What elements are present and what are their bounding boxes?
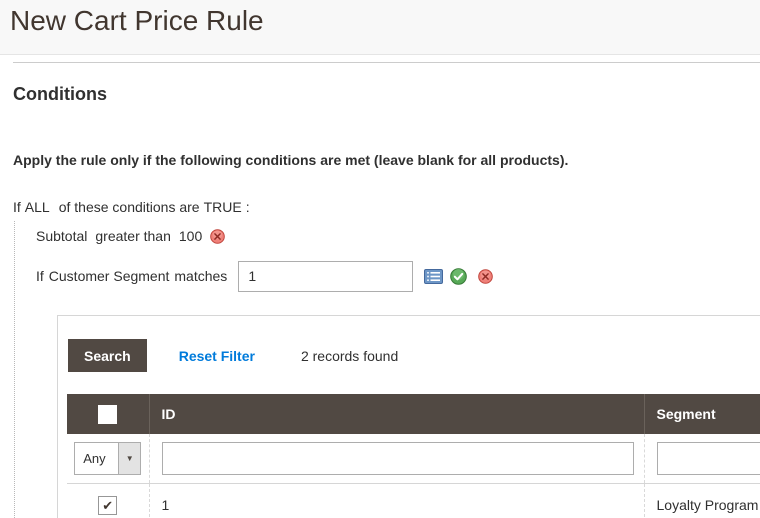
segment-value-input[interactable] xyxy=(238,260,414,292)
page-header-bar: New Cart Price Rule xyxy=(0,0,760,55)
filter-row: Any ▼ xyxy=(67,434,760,484)
condition-row-subtotal: Subtotal greater than 100 xyxy=(36,228,233,244)
apply-check-icon[interactable] xyxy=(450,267,468,285)
table-row[interactable]: ✔ 1 Loyalty Program xyxy=(67,483,760,518)
column-header-segment[interactable]: Segment xyxy=(643,394,760,434)
chevron-down-icon: ▼ xyxy=(118,442,141,474)
content-divider xyxy=(13,62,760,63)
aggregate-condition-line: If ALL of these conditions are TRUE: xyxy=(13,199,250,215)
grid-toolbar: Search Reset Filter 2 records found xyxy=(68,339,398,372)
condition-attribute-link[interactable]: Customer Segment xyxy=(48,268,170,284)
segment-filter-cell xyxy=(643,434,760,484)
select-all-header-cell xyxy=(67,394,149,434)
page-title: New Cart Price Rule xyxy=(10,5,264,36)
condition-operator-link[interactable]: greater than xyxy=(95,228,171,244)
aggregate-prefix: If xyxy=(13,199,21,215)
row-checkbox-checked[interactable]: ✔ xyxy=(98,495,118,515)
condition-operator-link[interactable]: matches xyxy=(174,268,228,284)
any-filter-selected-value: Any xyxy=(83,450,106,466)
rule-tree-guide xyxy=(14,221,15,518)
cell-segment: Loyalty Program xyxy=(643,483,760,518)
segment-filter-input[interactable] xyxy=(656,441,760,475)
search-button[interactable]: Search xyxy=(68,339,147,372)
aggregate-middle-text: of these conditions are xyxy=(58,199,200,215)
column-header-id[interactable]: ID xyxy=(148,394,644,434)
any-filter-cell: Any ▼ xyxy=(67,434,149,484)
id-filter-cell xyxy=(148,434,644,484)
condition-prefix: If xyxy=(36,268,44,284)
row-select-cell: ✔ xyxy=(67,483,149,518)
condition-value-link[interactable]: 100 xyxy=(178,228,203,244)
checkmark-icon: ✔ xyxy=(102,497,114,513)
remove-x-icon[interactable] xyxy=(478,268,494,284)
conditions-section-heading: Conditions xyxy=(13,84,107,104)
records-count: 2 records found xyxy=(300,347,399,364)
remove-condition-icon[interactable] xyxy=(210,228,226,244)
condition-row-customer-segment: If Customer Segment matches xyxy=(36,260,494,292)
aggregate-suffix: : xyxy=(245,199,250,215)
cell-id: 1 xyxy=(148,483,644,518)
select-all-checkbox[interactable] xyxy=(98,404,118,424)
segments-table: ID Segment Any ▼ xyxy=(67,394,760,518)
table-header-row: ID Segment xyxy=(67,394,760,434)
any-filter-select[interactable]: Any ▼ xyxy=(74,441,142,475)
aggregate-value-link[interactable]: TRUE xyxy=(203,199,242,215)
conditions-instruction-text: Apply the rule only if the following con… xyxy=(13,152,569,168)
segment-chooser-grid: Search Reset Filter 2 records found ID S… xyxy=(57,315,760,518)
id-filter-input[interactable] xyxy=(161,441,634,475)
reset-filter-link[interactable]: Reset Filter xyxy=(178,347,255,364)
grid-chooser-icon[interactable] xyxy=(424,268,444,284)
condition-attribute-link[interactable]: Subtotal xyxy=(36,228,88,244)
aggregate-operator-link[interactable]: ALL xyxy=(24,199,50,215)
